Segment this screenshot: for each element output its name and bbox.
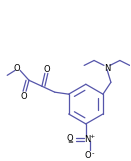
- Text: O: O: [84, 151, 91, 160]
- Text: O: O: [43, 65, 50, 74]
- Text: N: N: [85, 135, 91, 144]
- Text: N: N: [104, 64, 110, 73]
- Text: =: =: [67, 139, 73, 145]
- Text: O: O: [67, 134, 73, 143]
- Text: +: +: [89, 134, 94, 139]
- Text: O: O: [21, 92, 27, 101]
- Text: -: -: [92, 151, 94, 157]
- Text: O: O: [14, 64, 20, 73]
